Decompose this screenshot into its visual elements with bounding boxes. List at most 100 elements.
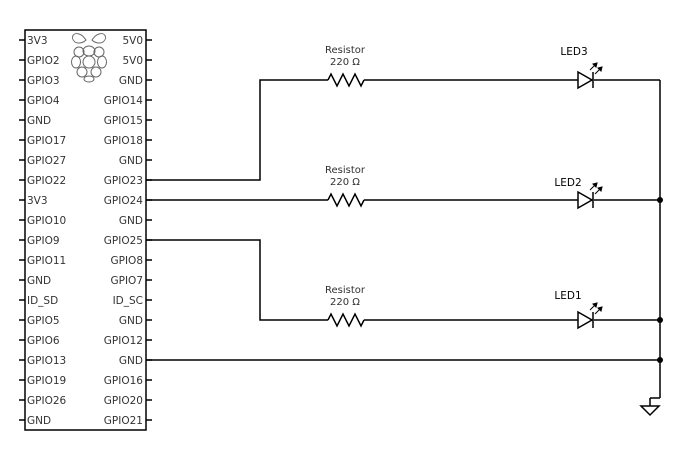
header-pin-right: GPIO15 — [104, 115, 152, 127]
header-pin-left: GPIO17 — [19, 135, 66, 147]
header-pin-left: GPIO11 — [19, 255, 66, 267]
pin-label: ID_SC — [113, 295, 143, 307]
led-label: LED3 — [560, 46, 587, 58]
pin-label: GND — [27, 275, 51, 287]
pin-label: GPIO20 — [104, 395, 143, 407]
pin-label: GPIO17 — [27, 135, 66, 147]
led-label: LED2 — [554, 177, 581, 189]
led-icon — [577, 70, 594, 90]
led-label: LED1 — [554, 290, 581, 302]
pin-label: GPIO18 — [104, 135, 143, 147]
resistor-name: Resistor — [325, 45, 366, 56]
resistor-r2: Resistor 220 Ω — [325, 165, 366, 208]
pin-label: GPIO24 — [104, 195, 144, 207]
header-pin-left: GPIO4 — [19, 95, 60, 107]
header-pin-right: GPIO24 — [104, 195, 152, 207]
header-pin-left: GPIO22 — [19, 175, 66, 187]
light-emission-icon — [589, 62, 603, 75]
header-pin-left: GPIO3 — [19, 75, 60, 87]
pin-label: GPIO27 — [27, 155, 66, 167]
raspberry-pi-logo — [71, 33, 107, 83]
pin-label: GPIO9 — [27, 235, 60, 247]
pin-label: 3V3 — [27, 35, 48, 47]
junctions — [657, 197, 663, 363]
wire-gpio25 — [146, 239, 328, 321]
pin-label: GPIO7 — [110, 275, 143, 287]
pin-label: GPIO6 — [27, 335, 60, 347]
pin-label: GPIO19 — [27, 375, 66, 387]
header-pin-right: GPIO7 — [110, 275, 152, 287]
led3: LED3 — [560, 46, 603, 90]
pin-label: 3V3 — [27, 195, 48, 207]
pin-label: GND — [27, 115, 51, 127]
header-pin-left: GPIO27 — [19, 155, 66, 167]
pin-label: GND — [119, 315, 143, 327]
header-pin-left: GPIO10 — [19, 215, 66, 227]
led-icon — [577, 190, 594, 210]
header-pin-right: GPIO14 — [104, 95, 152, 107]
pin-label: GND — [119, 355, 143, 367]
header-pin-left: GPIO6 — [19, 335, 60, 347]
pin-label: GPIO3 — [27, 75, 60, 87]
header-pin-left: GPIO5 — [19, 315, 60, 327]
header-pin-right: GPIO23 — [104, 175, 152, 187]
header-pin-right: 5V0 — [122, 35, 152, 47]
header-pin-right: GPIO12 — [104, 335, 152, 347]
wire-gpio23 — [146, 79, 328, 181]
pin-label: GPIO15 — [104, 115, 143, 127]
junction-dot — [657, 357, 663, 363]
pin-label: GND — [27, 415, 51, 427]
led2: LED2 — [554, 177, 603, 210]
pin-label: GPIO11 — [27, 255, 66, 267]
header-pin-right: GND — [119, 315, 152, 327]
header-pin-left: GND — [19, 275, 51, 287]
header-pin-right: GND — [119, 155, 152, 167]
pin-label: GPIO25 — [104, 235, 143, 247]
led-icon — [577, 310, 594, 330]
pin-label: GPIO10 — [27, 215, 66, 227]
header-pin-right: GPIO21 — [104, 415, 152, 427]
raspberry-pi-header — [24, 29, 147, 431]
pin-label: GPIO13 — [27, 355, 66, 367]
pin-label: ID_SD — [27, 295, 58, 307]
pin-label: 5V0 — [122, 35, 143, 47]
ground-icon — [639, 405, 661, 417]
resistor-value: 220 Ω — [330, 57, 360, 68]
junction-dot — [657, 317, 663, 323]
pin-label: GPIO22 — [27, 175, 66, 187]
pin-label: GND — [119, 215, 143, 227]
header-pin-left: GPIO2 — [19, 55, 60, 67]
pin-label: GPIO23 — [104, 175, 143, 187]
header-pin-right: GND — [119, 215, 152, 227]
light-emission-icon — [589, 302, 603, 315]
resistor-value: 220 Ω — [330, 297, 360, 308]
pin-label: GPIO26 — [27, 395, 67, 407]
wires — [146, 79, 661, 406]
pin-label: GPIO14 — [104, 95, 144, 107]
header-pin-left: GPIO13 — [19, 355, 66, 367]
header-pin-right: GPIO18 — [104, 135, 152, 147]
header-pin-right: 5V0 — [122, 55, 152, 67]
light-emission-icon — [589, 182, 603, 195]
resistor-name: Resistor — [325, 285, 366, 296]
header-pin-right: GPIO25 — [104, 235, 152, 247]
pin-label: GPIO8 — [110, 255, 143, 267]
left-pin-column: 3V3 GPIO2 GPIO3 GPIO4 GND GPIO17 GPIO27 GPIO22 3… — [19, 35, 67, 427]
pin-label: GPIO16 — [104, 375, 144, 387]
header-pin-right: ID_SC — [113, 295, 152, 307]
resistor-r1: Resistor 220 Ω — [325, 285, 366, 328]
pin-label: GND — [119, 155, 143, 167]
header-pin-right: GND — [119, 75, 152, 87]
pin-label: GPIO5 — [27, 315, 60, 327]
header-pin-left: 3V3 — [19, 195, 48, 207]
header-pin-left: GPIO9 — [19, 235, 60, 247]
header-pin-right: GPIO20 — [104, 395, 152, 407]
header-pin-left: GPIO26 — [19, 395, 67, 407]
pin-label: GPIO4 — [27, 95, 60, 107]
header-pin-right: GPIO8 — [110, 255, 152, 267]
header-pin-left: 3V3 — [19, 35, 48, 47]
pin-label: 5V0 — [122, 55, 143, 67]
pin-label: GND — [119, 75, 143, 87]
junction-dot — [657, 197, 663, 203]
header-pin-left: GND — [19, 115, 51, 127]
